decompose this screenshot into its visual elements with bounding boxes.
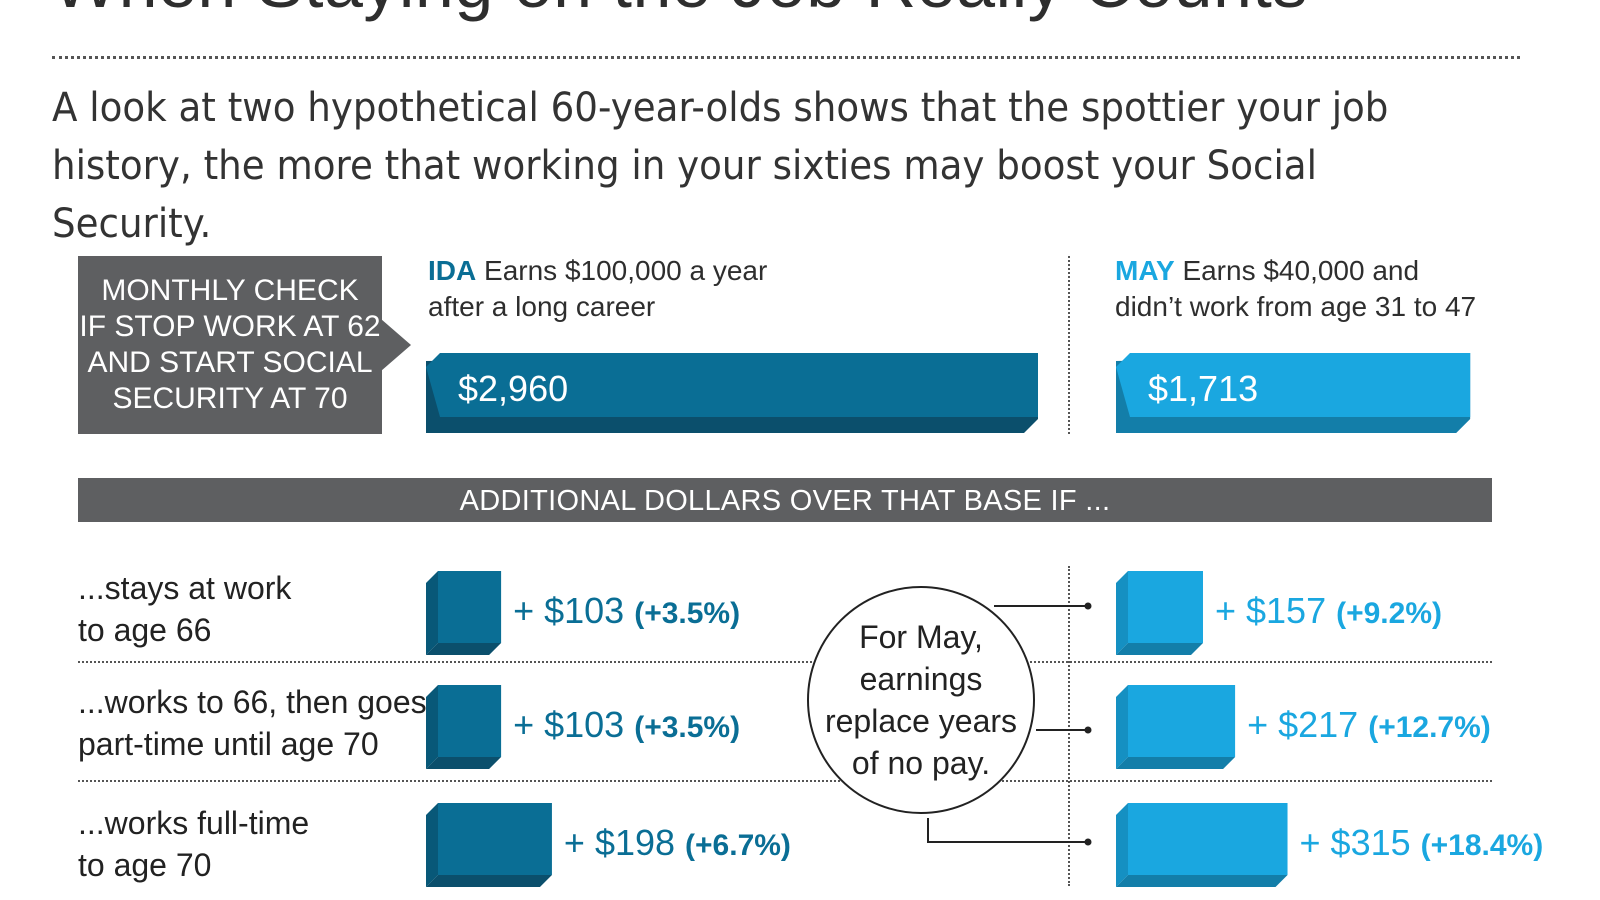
may-value-label-1: + $157 [1215,590,1326,631]
ida-bar-1-side [426,571,438,655]
may-name: MAY [1115,255,1175,286]
title-divider [52,56,1520,59]
ida-value-label-2: + $103 [513,704,624,745]
may-bar-1 [1128,571,1203,643]
ida-heading: IDA Earns $100,000 a year after a long c… [428,253,767,325]
ida-percent-label-3: (+6.7%) [685,829,791,862]
ida-description: Earns $100,000 a year after a long caree… [428,255,768,322]
column-divider-top [1068,256,1070,434]
ida-value-label-1: + $103 [513,590,624,631]
ida-bar-2-bottom [426,757,502,769]
may-bar-3 [1128,803,1288,875]
ida-percent-label-1: (+3.5%) [634,597,740,630]
row-divider [78,780,1492,782]
ida-bar-3 [438,803,552,875]
ida-name: IDA [428,255,477,286]
ida-bar-2 [438,685,502,757]
ida-base-value: $2,960 [458,368,568,409]
row-label-full-time-to-70: ...works full-time to age 70 [78,805,310,883]
column-divider-bottom [1068,566,1070,886]
may-bar-2 [1128,685,1236,757]
row-label-part-time-to-70: ...works to 66, then goes part-time unti… [78,684,427,762]
ida-value-label-3: + $198 [564,822,675,863]
ida-percent-label-2: (+3.5%) [634,711,740,744]
subtitle: A look at two hypothetical 60-year-olds … [52,85,1389,247]
may-percent-label-1: (+9.2%) [1336,597,1442,630]
callout-dot-3 [1084,838,1092,846]
row-divider [78,661,1492,663]
row-label-stays-to-66: ...stays at work to age 66 [78,570,292,648]
may-bar-1-side [1116,571,1128,655]
callout-dot-2 [1084,726,1092,734]
may-note-circle: For May, earnings replace years of no pa… [807,586,1035,814]
may-bar-2-bottom [1116,757,1236,769]
may-base-value: $1,713 [1148,368,1258,409]
base-label-arrow [381,319,411,371]
may-heading: MAY Earns $40,000 and didn’t work from a… [1115,253,1476,325]
callout-line-3 [927,818,1088,843]
may-percent-label-2: (+12.7%) [1368,711,1491,744]
ida-bar-1 [438,571,502,643]
callout-dot-1 [1084,602,1092,610]
may-bar-2-side [1116,685,1128,769]
may-bar-3-side [1116,803,1128,887]
may-value-label-2: + $217 [1247,704,1358,745]
may-note: For May, earnings replace years of no pa… [824,619,1018,781]
may-bar-1-bottom [1116,643,1203,655]
additional-dollars-band: ADDITIONAL DOLLARS OVER THAT BASE IF ... [78,478,1492,522]
may-value-label-3: + $315 [1300,822,1411,863]
ida-bar-1-bottom [426,643,502,655]
base-label: MONTHLY CHECK IF STOP WORK AT 62 AND STA… [79,274,381,415]
ida-bar-3-side [426,803,438,887]
may-base-bar [1116,353,1471,417]
ida-bar-2-side [426,685,438,769]
may-percent-label-3: (+18.4%) [1421,829,1544,862]
may-description: Earns $40,000 and didn’t work from age 3… [1115,255,1477,322]
base-label-box: MONTHLY CHECK IF STOP WORK AT 62 AND STA… [78,256,382,434]
page-title: When Staying on the Job Really Counts [52,0,1308,18]
ida-bar-3-bottom [426,875,552,887]
may-bar-3-bottom [1116,875,1288,887]
ida-base-bar [426,353,1038,417]
